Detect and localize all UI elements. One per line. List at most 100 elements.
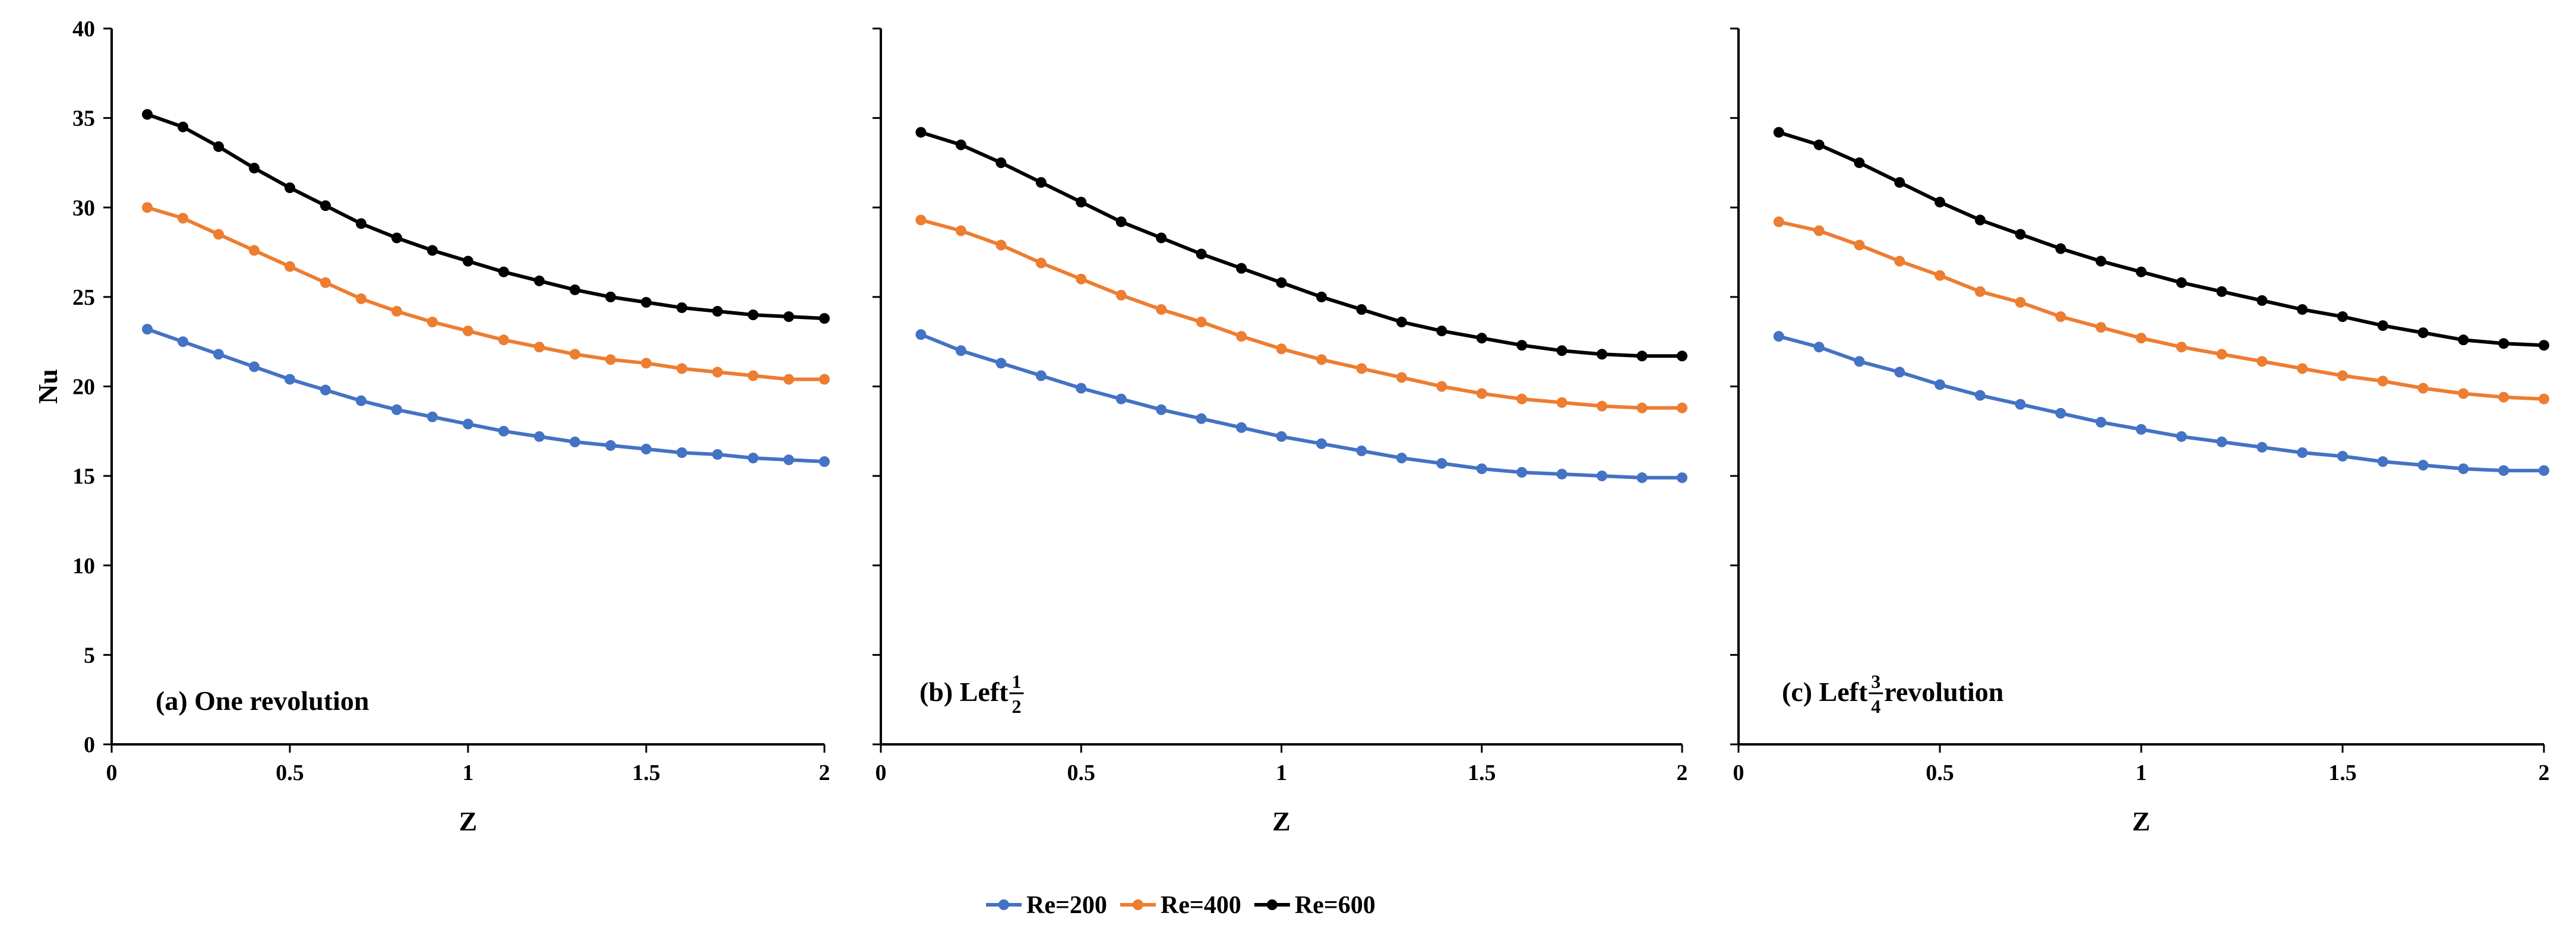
- legend-marker-re-200: [998, 899, 1009, 910]
- data-point-re-400: [712, 367, 723, 378]
- data-point-re-400: [1636, 402, 1648, 413]
- data-point-re-400: [285, 261, 295, 272]
- data-point-re-200: [1556, 469, 1567, 480]
- data-point-re-200: [463, 418, 473, 430]
- x-tick-label: 1.5: [632, 760, 660, 785]
- data-point-re-600: [1035, 177, 1047, 188]
- panel-annotation: (c) Left: [1782, 677, 1868, 707]
- data-point-re-400: [1156, 304, 1167, 315]
- data-point-re-200: [1156, 404, 1167, 415]
- y-tick-label: 40: [72, 17, 95, 42]
- data-point-re-400: [2337, 370, 2348, 381]
- data-point-re-600: [1636, 350, 1648, 362]
- chart-panel-a: 0 5 10 15 20 25 30 35 40 0 0.5 1 1.5 2 Z Nu (a) One revo…: [33, 17, 830, 836]
- data-point-re-200: [213, 349, 224, 360]
- data-point-re-200: [2055, 408, 2066, 419]
- y-tick-label: 35: [72, 106, 95, 131]
- data-point-re-400: [2458, 388, 2469, 399]
- data-point-re-600: [1677, 350, 1687, 362]
- data-point-re-400: [2136, 333, 2147, 344]
- x-tick-label: 2: [2539, 760, 2550, 785]
- legend: Re=200 Re=400 Re=600: [986, 892, 1376, 919]
- data-point-re-200: [1677, 472, 1687, 484]
- data-point-re-400: [1773, 216, 1784, 228]
- data-point-re-200: [2216, 436, 2227, 447]
- data-point-re-400: [534, 342, 545, 353]
- data-point-re-200: [2297, 447, 2308, 458]
- data-point-re-400: [1894, 255, 1905, 267]
- data-point-re-200: [2015, 399, 2026, 410]
- data-point-re-600: [1894, 177, 1905, 188]
- data-point-re-400: [2256, 356, 2268, 367]
- data-point-re-400: [2055, 311, 2066, 323]
- data-point-re-600: [1236, 263, 1247, 274]
- data-point-re-200: [641, 443, 652, 454]
- data-point-re-200: [1813, 342, 1825, 353]
- data-point-re-200: [783, 454, 794, 466]
- data-point-re-600: [2539, 340, 2549, 351]
- data-point-re-200: [748, 453, 758, 463]
- data-point-re-400: [1196, 317, 1207, 328]
- data-point-re-600: [1115, 216, 1127, 228]
- data-point-re-600: [1813, 139, 1825, 150]
- x-tick-label: 1.5: [2328, 760, 2357, 785]
- data-point-re-600: [2256, 295, 2268, 306]
- data-point-re-200: [1636, 472, 1648, 484]
- data-point-re-200: [1276, 431, 1287, 442]
- data-point-re-200: [819, 456, 830, 468]
- data-point-re-200: [320, 384, 331, 396]
- data-point-re-200: [1773, 331, 1784, 342]
- data-point-re-400: [1316, 354, 1327, 365]
- y-tick-label: 5: [84, 643, 95, 668]
- data-point-re-400: [819, 374, 830, 385]
- y-axis-title: Nu: [33, 369, 63, 404]
- x-tick-label: 0: [106, 760, 118, 785]
- data-point-re-600: [570, 284, 580, 295]
- data-point-re-400: [463, 326, 473, 337]
- data-point-re-200: [2095, 416, 2107, 428]
- data-point-re-200: [249, 361, 260, 372]
- data-point-re-200: [1236, 422, 1247, 433]
- legend-label-re-600: Re=600: [1295, 892, 1376, 919]
- y-tick-label: 25: [72, 285, 95, 310]
- legend-label-re-400: Re=400: [1161, 892, 1241, 919]
- data-point-re-200: [1356, 445, 1367, 456]
- data-point-re-200: [2417, 460, 2429, 471]
- data-point-re-600: [1316, 291, 1327, 302]
- data-point-re-200: [1316, 438, 1327, 449]
- data-point-re-400: [1115, 289, 1127, 301]
- data-point-re-400: [498, 334, 509, 346]
- data-point-re-200: [1894, 367, 1905, 378]
- data-point-re-600: [463, 255, 473, 267]
- data-point-re-600: [356, 218, 366, 229]
- data-point-re-200: [1854, 356, 1865, 367]
- x-tick-label: 0.5: [1067, 760, 1096, 785]
- data-point-re-600: [677, 302, 687, 313]
- chart-panel-b: 0 0.5 1 1.5 2 Z (b) Left 1 2: [873, 27, 1688, 836]
- data-point-re-600: [1854, 157, 1865, 168]
- data-point-re-200: [1476, 463, 1487, 475]
- x-tick-label: 1.5: [1468, 760, 1496, 785]
- data-point-re-400: [1854, 239, 1865, 251]
- data-point-re-400: [2498, 391, 2509, 403]
- fraction-numerator: 3: [1871, 671, 1880, 692]
- legend-label-re-200: Re=200: [1026, 892, 1107, 919]
- data-point-re-200: [178, 336, 188, 348]
- data-point-re-600: [2458, 334, 2469, 346]
- y-tick-label: 15: [72, 464, 95, 489]
- data-point-re-400: [2015, 296, 2026, 308]
- data-point-re-400: [1516, 393, 1528, 405]
- x-tick-label: 2: [1677, 760, 1688, 785]
- fraction-denominator: 2: [1012, 696, 1021, 717]
- data-point-re-200: [142, 324, 153, 335]
- data-point-re-600: [2377, 320, 2388, 331]
- data-point-re-600: [320, 200, 331, 211]
- y-tick-label: 0: [84, 732, 95, 757]
- data-point-re-400: [1076, 273, 1087, 285]
- data-point-re-200: [712, 449, 723, 460]
- data-point-re-400: [427, 317, 438, 328]
- data-point-re-400: [1813, 225, 1825, 236]
- data-point-re-600: [1076, 197, 1087, 208]
- data-point-re-200: [285, 374, 295, 385]
- data-point-re-600: [391, 232, 402, 244]
